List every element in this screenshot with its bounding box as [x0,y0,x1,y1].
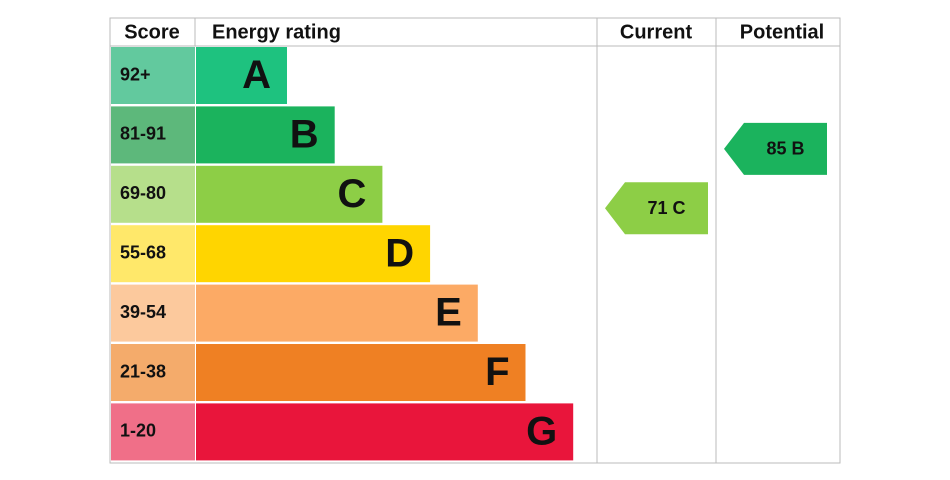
score-range: 92+ [120,64,151,84]
score-cell [111,225,195,283]
score-range: 69-80 [120,183,166,203]
score-range: 1-20 [120,421,156,441]
current-arrow [605,182,708,235]
score-cell [111,284,195,342]
rating-bar [196,106,335,164]
header-potential: Potential [740,21,824,43]
current-label: 71 C [647,198,685,218]
rating-letter: F [485,350,509,394]
rating-bar [196,225,431,283]
score-range: 55-68 [120,242,166,262]
header-score: Score [124,21,180,43]
rating-letter: B [290,112,319,156]
rating-letter: G [526,409,557,453]
header-rating: Energy rating [212,21,341,43]
score-cell [111,344,195,401]
rating-letter: D [385,231,414,275]
potential-label: 85 B [766,139,804,159]
potential-arrow [724,122,827,175]
score-range: 21-38 [120,361,166,381]
rating-bar [196,165,383,223]
score-cell [111,403,195,461]
rating-bar [196,47,287,104]
rating-bar [196,403,574,461]
score-range: 39-54 [120,302,166,322]
score-cell [111,106,195,164]
rating-letter: E [435,291,462,335]
score-cell [111,165,195,223]
rating-bar [196,344,526,401]
score-range: 81-91 [120,124,166,144]
rating-bar [196,284,478,342]
score-cell [111,47,195,104]
rating-letter: C [338,172,367,216]
rating-letter: A [242,53,271,97]
header-current: Current [620,21,693,43]
